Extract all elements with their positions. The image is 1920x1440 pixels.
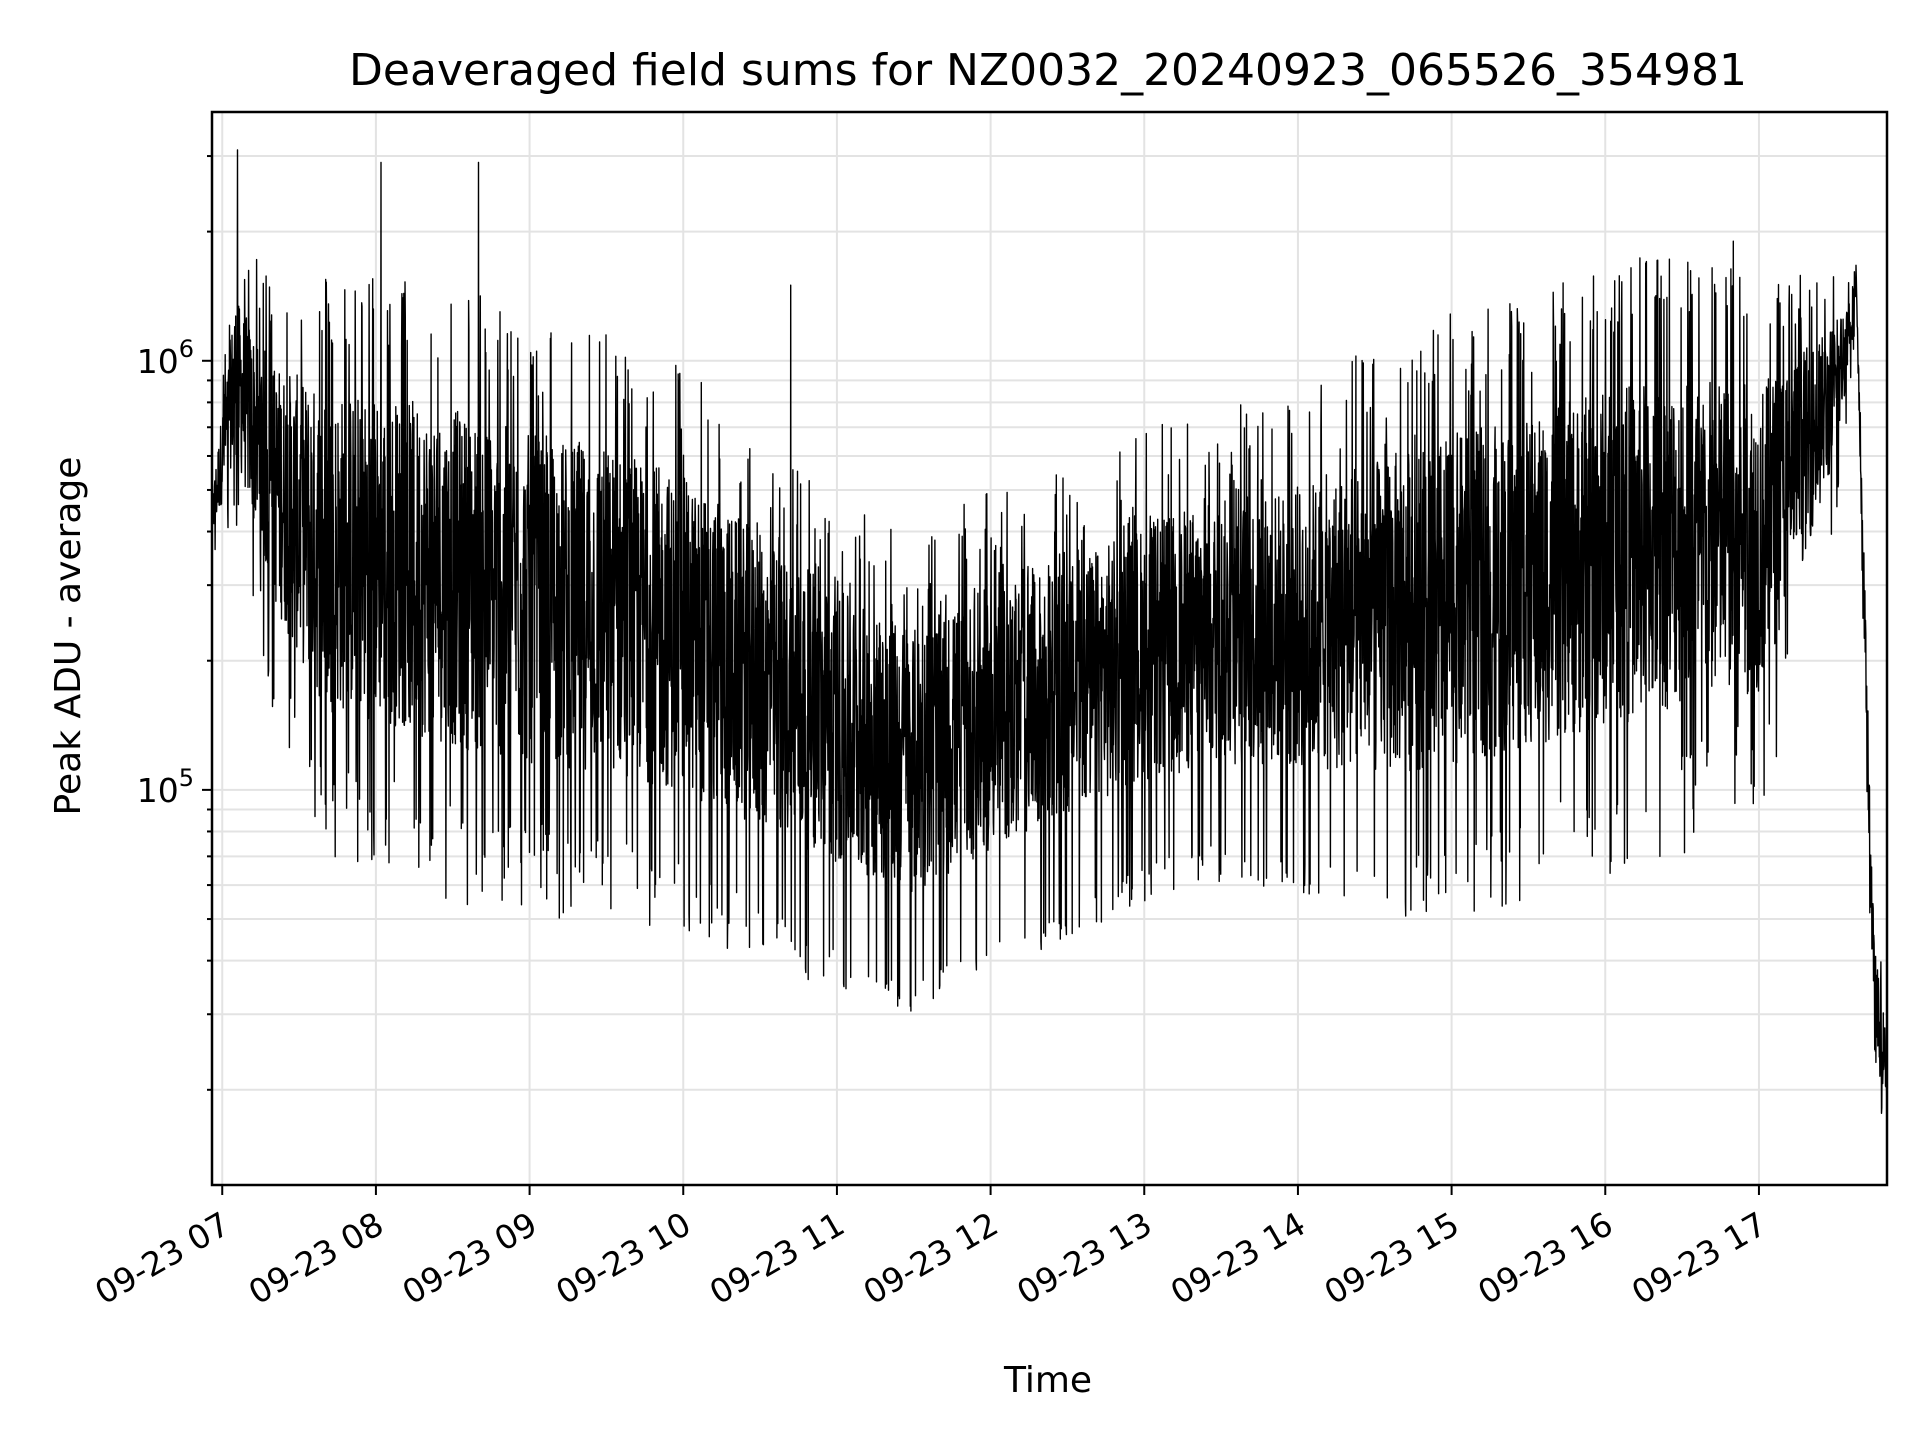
y-tick-label: 106: [137, 335, 194, 381]
y-axis-label: Peak ADU - average: [48, 457, 89, 816]
x-axis-label: Time: [1003, 1360, 1092, 1401]
y-tick-label: 105: [137, 764, 194, 810]
plot-frame: [210, 110, 1889, 1187]
series-line: [212, 149, 1887, 1114]
chart-title: Deaveraged field sums for NZ0032_2024092…: [349, 45, 1747, 96]
series-layer: [212, 149, 1887, 1114]
